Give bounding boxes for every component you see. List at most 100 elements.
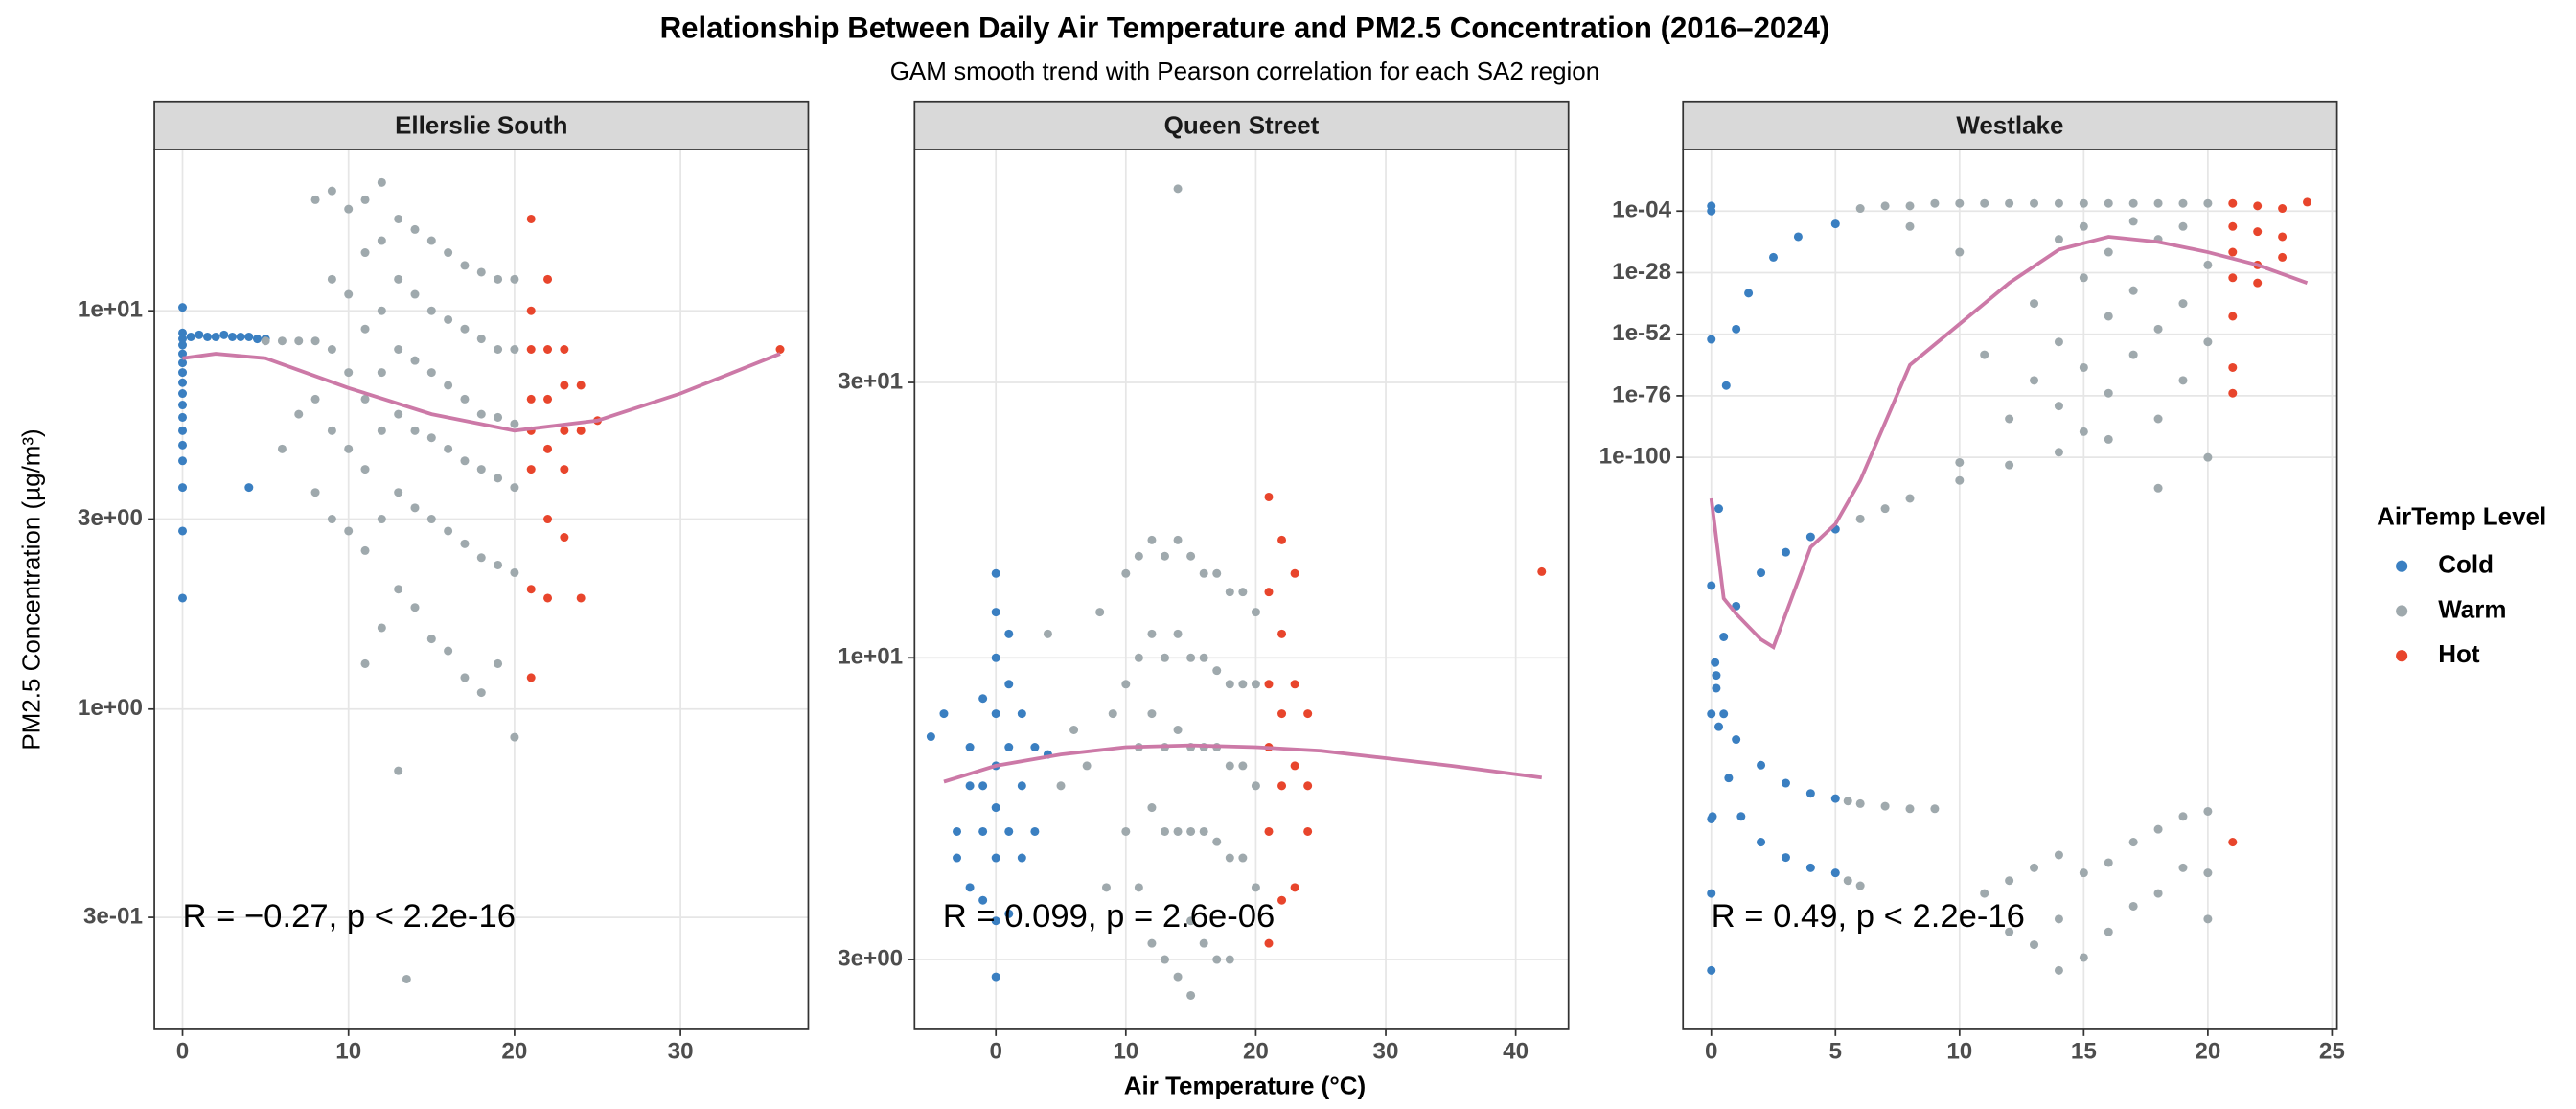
data-point (1264, 492, 1274, 501)
data-point (2104, 247, 2113, 257)
data-point (2203, 260, 2213, 269)
data-point (1781, 853, 1790, 863)
data-point (1712, 683, 1721, 693)
data-point (560, 533, 569, 543)
data-point (294, 409, 304, 419)
data-point (526, 345, 536, 355)
data-point (1173, 629, 1183, 638)
data-point (1707, 206, 1716, 216)
strip-title: Westlake (1956, 110, 2063, 139)
data-point (2253, 227, 2263, 237)
data-point (2079, 198, 2088, 208)
data-point (1711, 658, 1720, 667)
legend-label: Warm (2438, 594, 2506, 623)
x-tick-label: 40 (1503, 1039, 1529, 1065)
smooth-line (1709, 235, 2309, 651)
data-point (1173, 972, 1183, 982)
data-point (978, 895, 988, 905)
data-point (560, 381, 569, 390)
data-point (460, 394, 470, 404)
data-point (178, 328, 188, 337)
data-point (991, 972, 1000, 982)
data-point (227, 332, 237, 341)
x-tick-label: 25 (2319, 1039, 2345, 1065)
data-point (1173, 184, 1183, 194)
y-tick-label: 3e+01 (838, 368, 903, 394)
data-point (2079, 868, 2088, 878)
x-tick-label: 10 (1946, 1039, 1972, 1065)
data-point (2153, 824, 2163, 834)
data-point (178, 349, 188, 358)
data-point (2203, 914, 2213, 924)
data-point (526, 214, 536, 223)
data-point (178, 340, 188, 350)
x-tick-label: 20 (2195, 1039, 2220, 1065)
data-point (991, 709, 1000, 719)
x-tick-label: 5 (1829, 1039, 1842, 1065)
data-point (2054, 448, 2063, 457)
data-point (526, 465, 536, 474)
data-point (1707, 814, 1716, 823)
data-point (402, 974, 411, 983)
data-point (377, 236, 386, 245)
data-point (1004, 680, 1014, 689)
data-point (1712, 671, 1721, 681)
data-point (1855, 881, 1865, 890)
x-tick-label: 0 (989, 1039, 1001, 1065)
data-point (1212, 666, 1222, 676)
data-point (494, 658, 503, 668)
data-point (1017, 853, 1026, 863)
data-point (2153, 889, 2163, 898)
data-point (1173, 535, 1183, 544)
data-point (2005, 198, 2014, 208)
data-point (494, 474, 503, 483)
data-point (1017, 709, 1026, 719)
data-point (2128, 838, 2138, 847)
data-point (1095, 608, 1105, 617)
data-point (1955, 198, 1965, 208)
annotation: R = 0.49, p < 2.2e-16 (1712, 898, 2025, 935)
data-point (1830, 794, 1840, 803)
data-point (1134, 653, 1143, 662)
data-point (2228, 198, 2238, 208)
data-point (444, 248, 453, 258)
data-point (510, 345, 519, 355)
data-point (1101, 883, 1111, 892)
data-point (1030, 826, 1040, 836)
data-point (543, 593, 553, 603)
data-point (327, 186, 336, 196)
data-point (2005, 414, 2014, 424)
data-point (1264, 680, 1274, 689)
data-point (426, 236, 436, 245)
data-point (1147, 803, 1157, 813)
data-point (494, 560, 503, 569)
data-point (2228, 312, 2238, 321)
data-point (1714, 722, 1724, 731)
data-point (1277, 629, 1287, 638)
annotation: R = −0.27, p < 2.2e-16 (183, 898, 516, 935)
data-point (476, 335, 486, 344)
data-point (939, 709, 949, 719)
data-point (1855, 798, 1865, 808)
data-point (1880, 504, 1890, 514)
data-point (178, 483, 188, 493)
data-point (2128, 198, 2138, 208)
data-point (244, 483, 254, 493)
data-point (1724, 774, 1734, 783)
x-tick-label: 30 (1373, 1039, 1399, 1065)
data-point (1830, 868, 1840, 878)
data-point (2278, 252, 2288, 262)
data-point (1744, 289, 1754, 298)
data-point (576, 593, 586, 603)
data-point (1030, 743, 1040, 752)
data-point (178, 303, 188, 312)
data-point (965, 883, 975, 892)
data-point (1238, 680, 1248, 689)
data-point (360, 248, 370, 258)
y-tick-label: 1e-28 (1612, 259, 1671, 285)
data-point (510, 567, 519, 577)
data-point (178, 358, 188, 368)
data-point (2228, 273, 2238, 283)
data-point (1186, 990, 1196, 1000)
